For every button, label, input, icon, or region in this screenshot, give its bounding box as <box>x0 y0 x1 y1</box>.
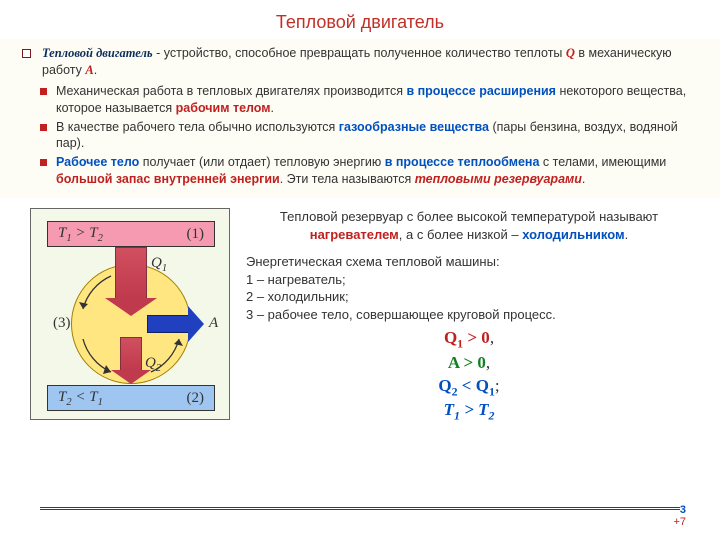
work-arrow-icon <box>147 315 189 333</box>
b3f: . Эти тела называются <box>280 172 415 186</box>
b3c: в процессе теплообмена <box>385 155 540 169</box>
hot-reservoir: T1 > T2 (1) <box>47 221 215 247</box>
schema-line-2: 2 – холодильник; <box>246 288 692 306</box>
right-text: Тепловой резервуар с более высокой темпе… <box>246 208 692 424</box>
formula-a: A > 0, <box>246 352 692 375</box>
footer-divider <box>40 507 680 510</box>
cold-mid: < T <box>72 389 98 405</box>
bullet-2: В качестве рабочего тела обычно использу… <box>42 119 692 153</box>
def-text-1: - устройство, способное превращать получ… <box>153 46 566 60</box>
term: Тепловой двигатель <box>42 46 153 60</box>
b3a: Рабочее тело <box>56 155 139 169</box>
lower-section: T1 > T2 (1) T2 < T1 (2) Q1 Q2 A (3) Тепл… <box>0 198 720 424</box>
b2b: газообразные вещества <box>339 120 489 134</box>
formula-t: T1 > T2 <box>246 399 692 423</box>
q2-label: Q2 <box>145 355 161 374</box>
a-label: A <box>209 315 218 332</box>
three-label: (3) <box>53 315 71 332</box>
cold-s2: 1 <box>98 397 103 408</box>
cold-right: (2) <box>187 390 205 407</box>
bullet-1: Механическая работа в тепловых двигателя… <box>42 83 692 117</box>
definition-box: Тепловой двигатель - устройство, способн… <box>0 39 720 198</box>
formula-q2: Q2 < Q1; <box>246 375 692 399</box>
energy-diagram: T1 > T2 (1) T2 < T1 (2) Q1 Q2 A (3) <box>30 208 230 420</box>
b1e: . <box>271 101 274 115</box>
b2a: В качестве рабочего тела обычно использу… <box>56 120 339 134</box>
schema-line-3: 3 – рабочее тело, совершающее круговой п… <box>246 306 692 324</box>
b1b: в процессе расширения <box>406 84 556 98</box>
plus-seven: +7 <box>673 516 686 528</box>
q1-label: Q1 <box>151 255 167 274</box>
definition-main: Тепловой двигатель - устройство, способн… <box>42 45 692 79</box>
b3b: получает (или отдает) тепловую энергию <box>139 155 384 169</box>
hot-mid: > T <box>72 225 98 241</box>
q2-arrow-icon <box>120 337 142 371</box>
def-text-3: . <box>94 63 97 77</box>
rt-b: нагревателем <box>310 227 399 242</box>
b1d: рабочим телом <box>176 101 271 115</box>
hot-right: (1) <box>187 226 205 243</box>
b3g: тепловыми резервуарами <box>415 172 582 186</box>
page-title: Тепловой двигатель <box>0 0 720 39</box>
q-symbol: Q <box>566 46 575 60</box>
bullet-3: Рабочее тело получает (или отдает) тепло… <box>42 154 692 188</box>
b1a: Механическая работа в тепловых двигателя… <box>56 84 406 98</box>
reservoir-text: Тепловой резервуар с более высокой темпе… <box>246 208 692 243</box>
q1-arrow-icon <box>115 247 147 299</box>
b3e: большой запас внутренней энергии <box>56 172 280 186</box>
rt-a: Тепловой резервуар с более высокой темпе… <box>280 209 658 224</box>
b3d: с телами, имеющими <box>539 155 666 169</box>
hot-s2: 2 <box>98 233 103 244</box>
page-number: 3 <box>673 504 686 516</box>
schema-title: Энергетическая схема тепловой машины: <box>246 253 692 271</box>
rt-c: , а с более низкой – <box>399 227 522 242</box>
footer: 3 +7 <box>673 504 686 528</box>
schema-line-1: 1 – нагреватель; <box>246 271 692 289</box>
rt-e: . <box>625 227 629 242</box>
rt-d: холодильником <box>522 227 624 242</box>
formula-q1: Q1 > 0, <box>246 327 692 351</box>
b3h: . <box>582 172 585 186</box>
a-symbol: A <box>85 63 93 77</box>
cold-reservoir: T2 < T1 (2) <box>47 385 215 411</box>
